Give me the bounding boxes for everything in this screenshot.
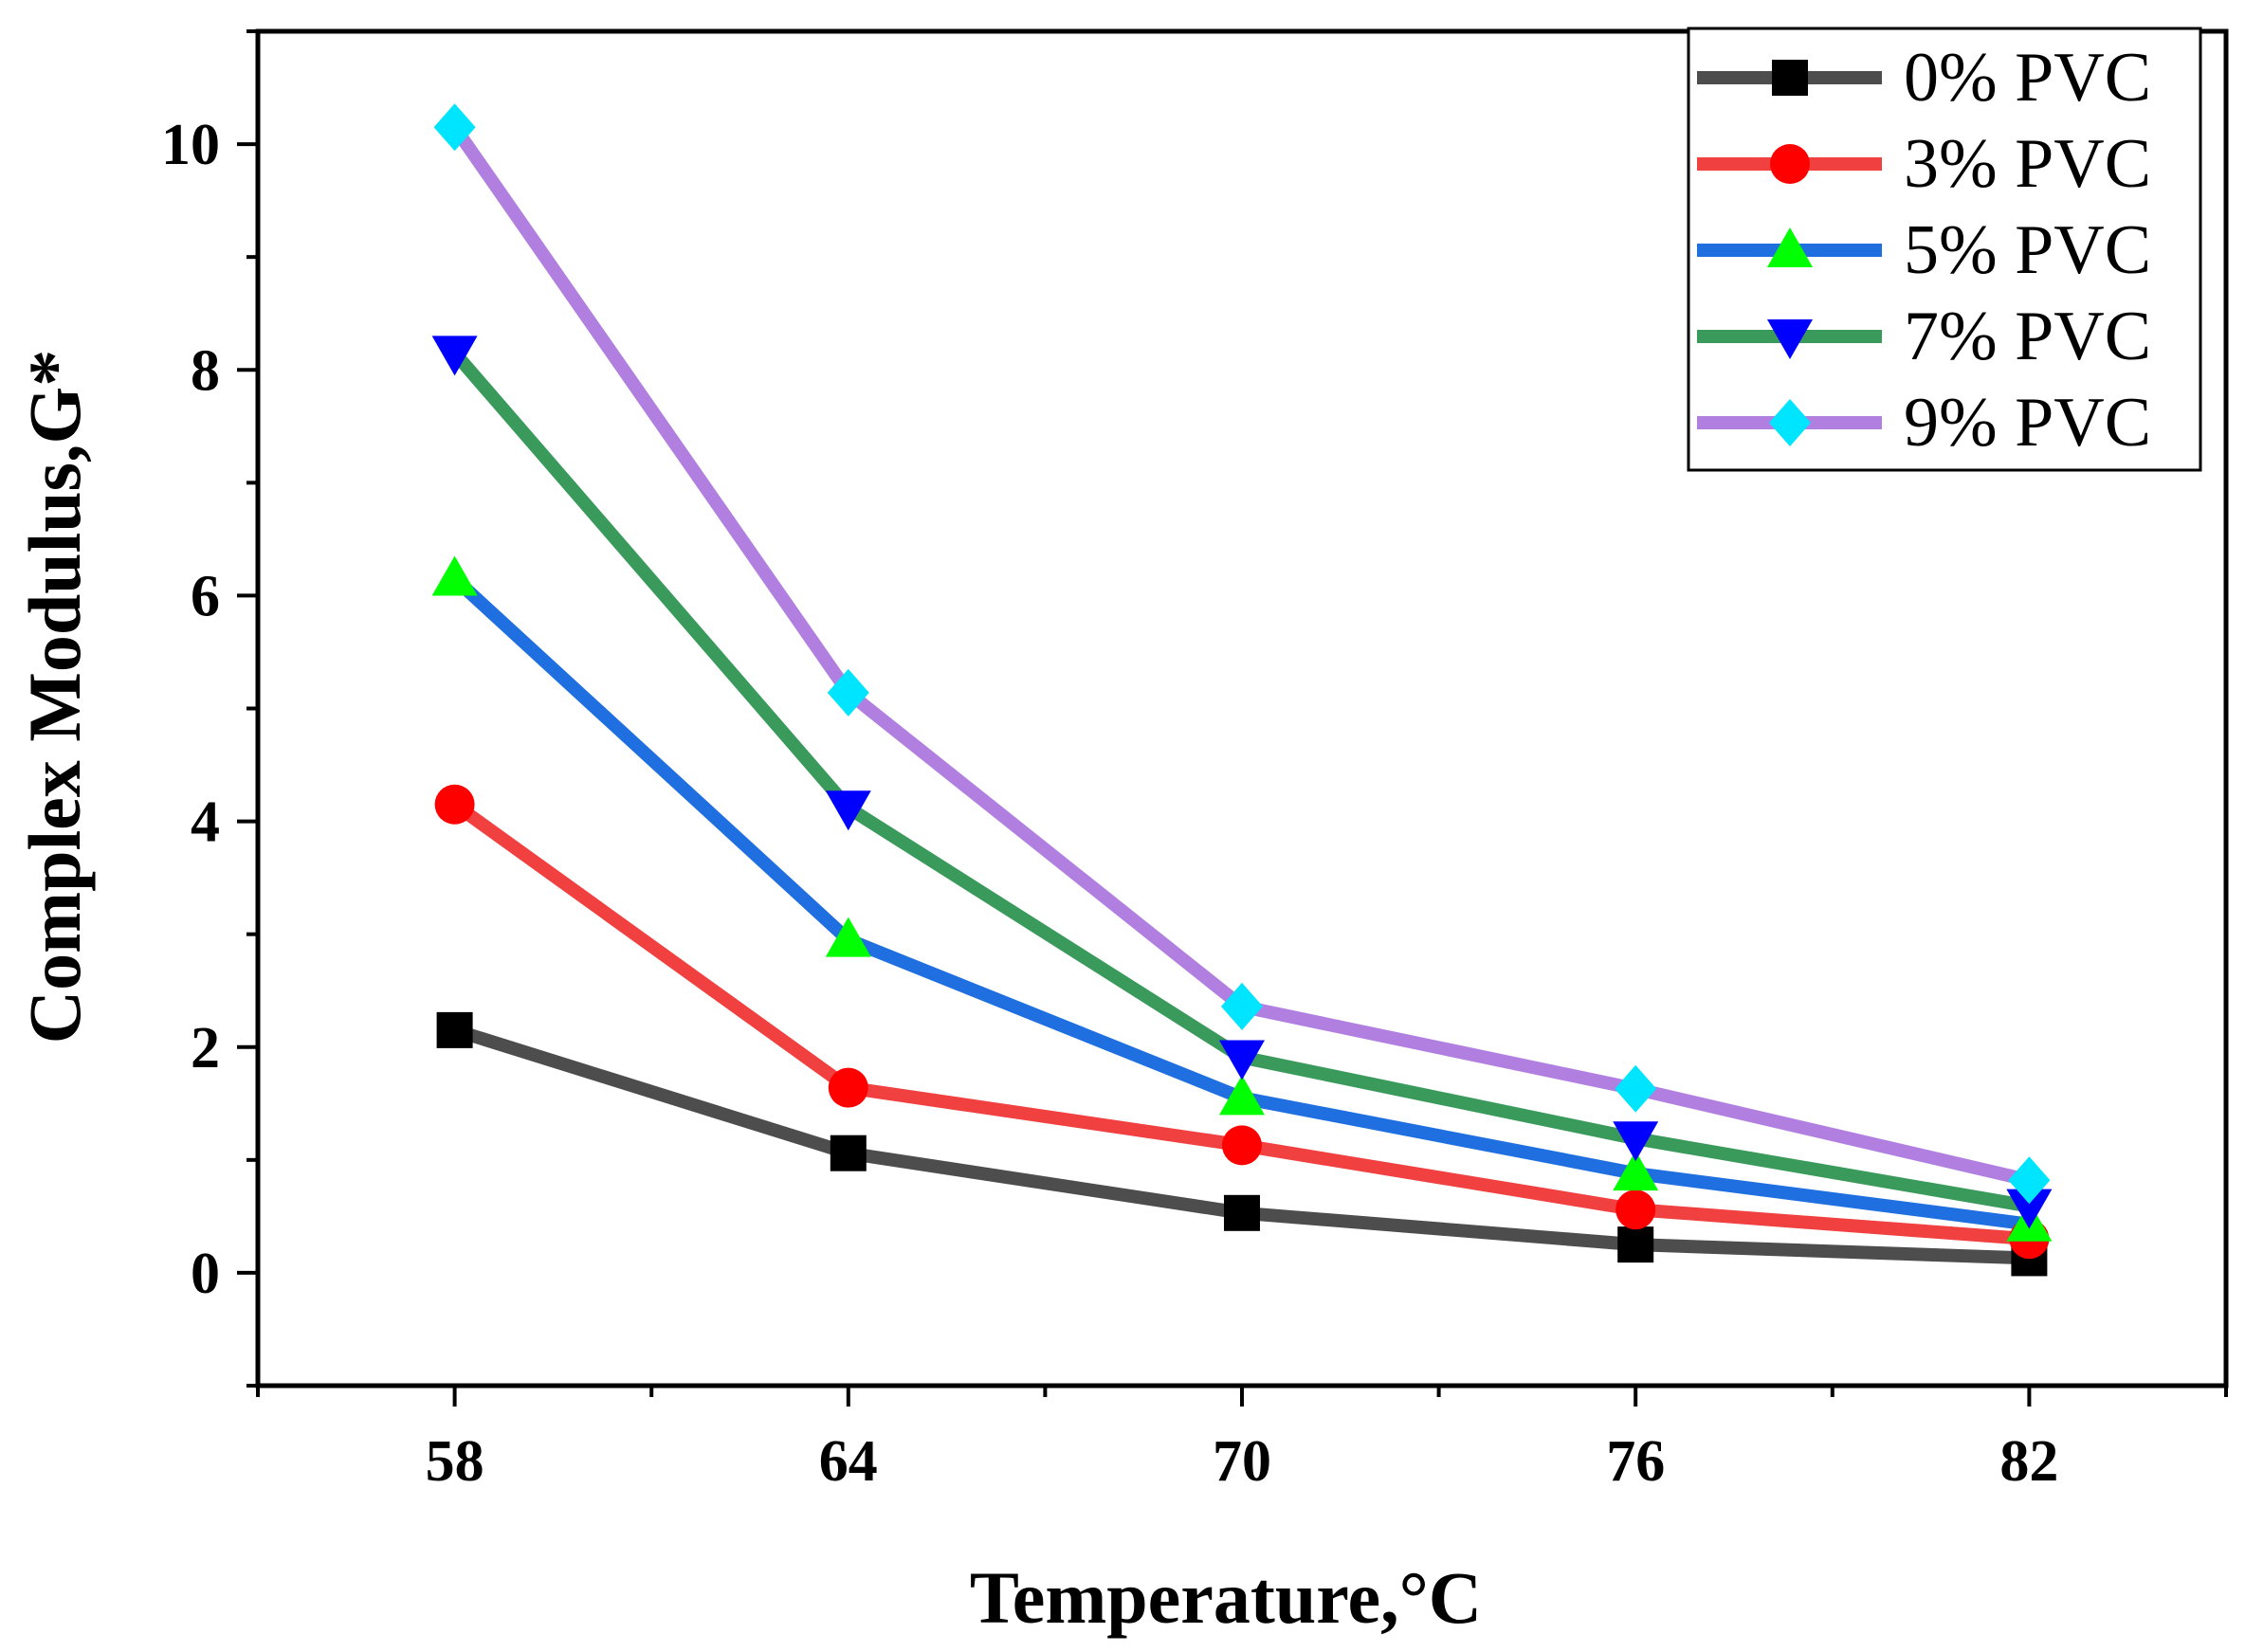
series-markers [431,103,2053,1277]
y-tick-label: 0 [191,1242,220,1306]
y-tick-label: 10 [161,113,220,177]
data-point-s0-0 [436,1011,473,1048]
data-point-s1-1 [828,1067,868,1108]
x-tick-label: 70 [1213,1429,1271,1494]
data-point-s2-0 [431,555,478,596]
legend-label-2: 5% PVC [1904,211,2151,289]
data-point-s3-3 [1613,1121,1659,1162]
data-point-s4-1 [827,668,869,717]
data-point-s0-2 [1224,1194,1260,1231]
y-axis-title: Complex Modulus,G* [13,350,96,1044]
y-tick-label: 4 [191,790,220,855]
data-point-s1-0 [434,784,475,825]
data-point-s3-4 [2006,1189,2053,1229]
legend-label-0: 0% PVC [1904,39,2151,117]
legend-marker-1 [1770,144,1810,184]
x-axis-title: Temperature,°C [970,1556,1482,1639]
x-tick-label: 64 [819,1429,878,1494]
legend-label-3: 7% PVC [1904,298,2151,375]
data-point-s3-1 [825,790,871,831]
y-tick-label: 6 [191,564,220,628]
data-point-s3-2 [1219,1040,1265,1080]
data-point-s1-3 [1615,1189,1656,1230]
legend-marker-0 [1772,60,1808,96]
legend-marker-4 [1769,399,1811,446]
legend-label-1: 3% PVC [1904,125,2151,203]
data-point-s0-1 [830,1135,867,1171]
data-point-s2-2 [1219,1075,1265,1116]
x-tick-label: 76 [1606,1429,1665,1494]
x-tick-label: 82 [1999,1429,2058,1494]
legend-label-4: 9% PVC [1904,384,2151,462]
y-tick-label: 8 [191,338,220,403]
x-tick-label: 58 [426,1429,484,1494]
legend-marker-2 [1767,227,1813,267]
axes: 0 2 4 6 8 10 58 64 70 76 82 [161,28,2229,1494]
data-point-s4-4 [2008,1156,2051,1205]
data-point-s2-3 [1613,1151,1659,1191]
data-point-s4-2 [1221,982,1263,1030]
legend-marker-3 [1767,319,1813,359]
y-tick-label: 2 [191,1016,220,1080]
legend: 0% PVC 3% PVC 5% PVC 7% PVC 9% PVC [1687,27,2202,472]
data-point-s2-1 [825,917,871,957]
data-point-s3-0 [431,336,478,376]
data-point-s1-2 [1222,1125,1262,1166]
data-point-s4-3 [1615,1064,1657,1113]
data-point-s4-0 [433,103,476,152]
data-point-s0-3 [1617,1226,1654,1263]
